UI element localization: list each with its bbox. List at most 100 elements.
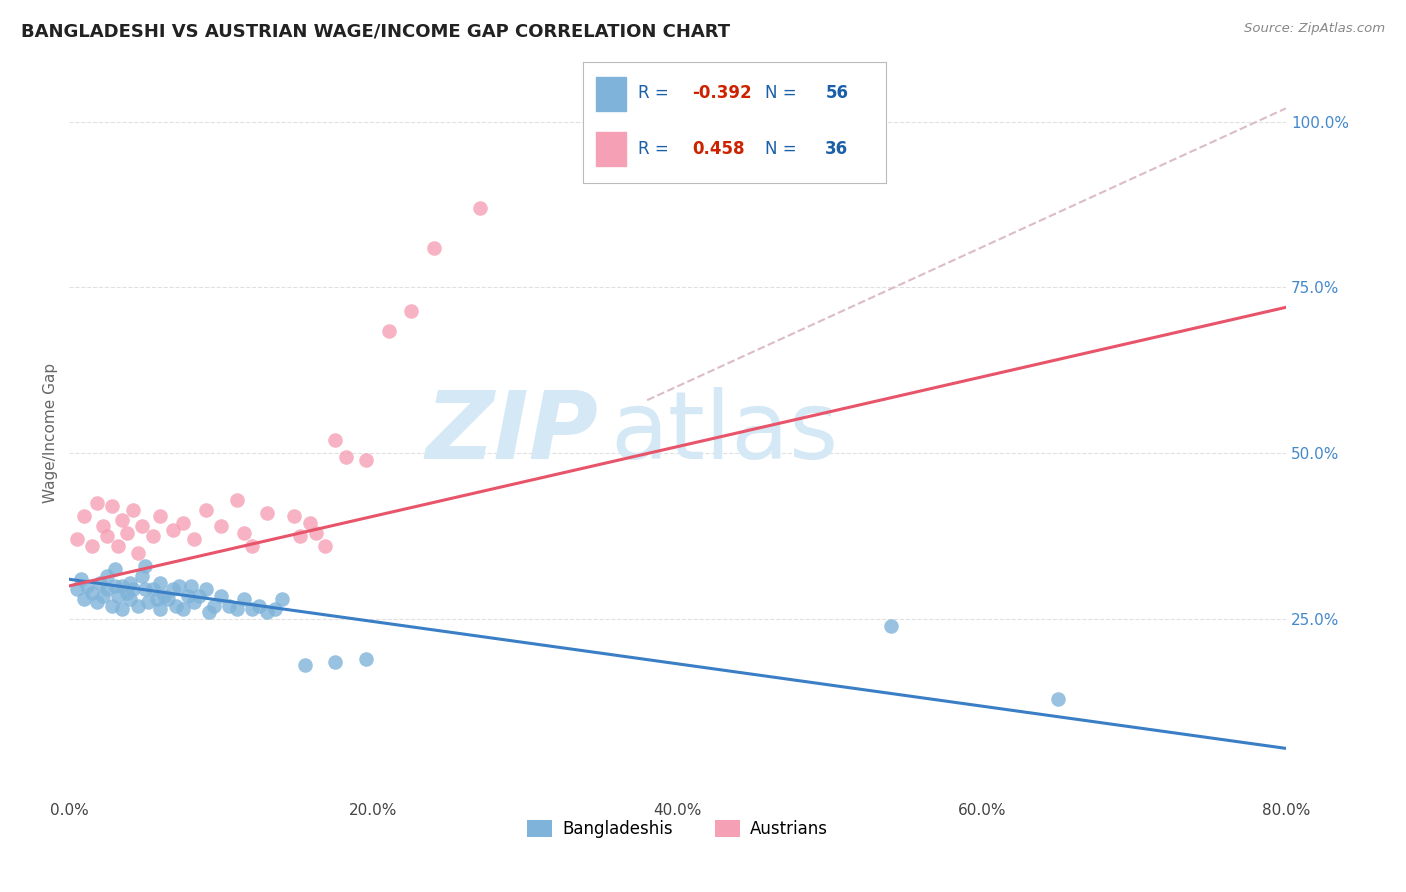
Point [122, 582, 145, 597]
Point [423, 241, 446, 255]
Point [283, 509, 305, 524]
Text: R =: R = [638, 84, 673, 103]
Point [298, 516, 321, 530]
Point [290, 529, 312, 543]
Point [80, 539, 103, 553]
Point [101, 500, 124, 514]
Point [86, 496, 108, 510]
Bar [596, 132, 626, 166]
Point [468, 201, 491, 215]
Point [177, 589, 200, 603]
Point [134, 559, 156, 574]
Point [127, 599, 149, 613]
Text: N =: N = [765, 84, 801, 103]
Point [131, 519, 153, 533]
Point [80, 585, 103, 599]
Point [225, 602, 247, 616]
Point [66, 533, 89, 547]
Point [146, 592, 169, 607]
Text: ZIP: ZIP [426, 387, 599, 479]
Point [209, 589, 232, 603]
Point [107, 589, 129, 603]
Point [66, 582, 89, 597]
Point [96, 569, 118, 583]
Text: 0.458: 0.458 [692, 140, 745, 158]
Point [136, 595, 159, 609]
Legend: Bangladeshis, Austrians: Bangladeshis, Austrians [520, 813, 834, 845]
Point [111, 579, 134, 593]
Point [104, 562, 127, 576]
Point [70, 572, 93, 586]
Point [142, 529, 165, 543]
Y-axis label: Wage/Income Gap: Wage/Income Gap [44, 363, 58, 503]
Point [225, 492, 247, 507]
Point [294, 658, 316, 673]
Point [167, 579, 190, 593]
Point [240, 539, 263, 553]
Point [263, 602, 285, 616]
Point [218, 599, 240, 613]
Point [377, 324, 399, 338]
Point [187, 589, 209, 603]
Point [89, 575, 111, 590]
Point [165, 599, 187, 613]
Point [879, 618, 901, 632]
Point [134, 582, 156, 597]
Point [96, 582, 118, 597]
Point [162, 523, 184, 537]
Point [120, 592, 142, 607]
Point [240, 602, 263, 616]
Point [180, 579, 202, 593]
Text: Source: ZipAtlas.com: Source: ZipAtlas.com [1244, 22, 1385, 36]
Point [335, 450, 357, 464]
Point [127, 546, 149, 560]
Point [107, 539, 129, 553]
Point [401, 303, 423, 318]
Point [233, 525, 256, 540]
Point [76, 579, 98, 593]
Text: BANGLADESHI VS AUSTRIAN WAGE/INCOME GAP CORRELATION CHART: BANGLADESHI VS AUSTRIAN WAGE/INCOME GAP … [21, 22, 730, 40]
Point [149, 602, 172, 616]
Text: 36: 36 [825, 140, 848, 158]
Point [152, 589, 174, 603]
Point [195, 582, 218, 597]
Point [256, 606, 278, 620]
Point [149, 575, 172, 590]
Text: 56: 56 [825, 84, 848, 103]
Point [354, 652, 377, 666]
Point [271, 592, 294, 607]
Point [96, 529, 118, 543]
Point [111, 602, 134, 616]
Bar [596, 77, 626, 111]
Point [172, 516, 194, 530]
Point [162, 582, 184, 597]
Point [73, 592, 96, 607]
Point [91, 519, 114, 533]
Point [325, 433, 347, 447]
Point [172, 602, 194, 616]
Point [73, 509, 96, 524]
Point [247, 599, 270, 613]
Text: R =: R = [638, 140, 679, 158]
Point [149, 509, 172, 524]
Point [157, 592, 180, 607]
Point [183, 595, 205, 609]
Point [233, 592, 256, 607]
Point [142, 582, 165, 597]
Point [86, 595, 108, 609]
Point [115, 525, 138, 540]
Point [209, 519, 232, 533]
Point [120, 575, 142, 590]
Text: atlas: atlas [610, 387, 839, 479]
Point [91, 589, 114, 603]
Text: -0.392: -0.392 [692, 84, 752, 103]
Point [195, 502, 218, 516]
Point [1046, 691, 1069, 706]
Point [183, 533, 205, 547]
Point [198, 606, 221, 620]
Point [131, 569, 153, 583]
Point [104, 579, 127, 593]
Point [314, 539, 336, 553]
Point [325, 655, 347, 669]
Point [304, 525, 326, 540]
